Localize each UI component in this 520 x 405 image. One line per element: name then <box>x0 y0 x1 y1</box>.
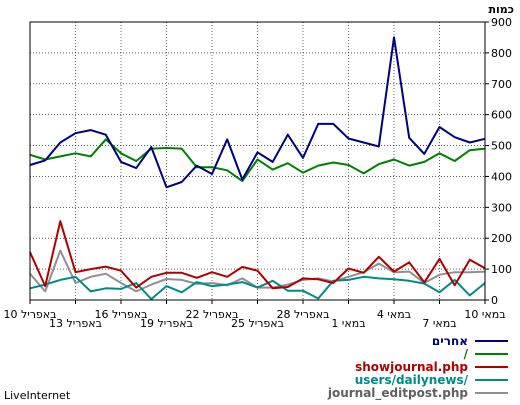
legend-label: אחרים <box>432 334 468 348</box>
y-tick-label: 800 <box>491 47 512 60</box>
series-lines <box>29 36 486 301</box>
legend-label: users/dailynews/ <box>355 373 469 387</box>
y-tick-label: 700 <box>491 78 512 91</box>
legend-label: showjournal.php <box>355 360 468 374</box>
brand-label: LiveInternet <box>4 389 71 402</box>
grid <box>30 22 485 300</box>
x-tick-label: 22 באפריל <box>185 308 238 321</box>
x-tick-label: 19 באפריל <box>140 317 193 330</box>
x-tick-label: 13 באפריל <box>49 317 102 330</box>
y-tick-label: 200 <box>491 232 512 245</box>
x-tick-label: 10 במאי <box>464 308 505 321</box>
legend-label: journal_editpost.php <box>327 386 469 401</box>
y-tick-label: 300 <box>491 201 512 214</box>
axes <box>29 21 489 304</box>
x-tick-label: 28 באפריל <box>276 308 329 321</box>
legend: אחרים/showjournal.phpusers/dailynews/jou… <box>327 334 508 401</box>
series-line <box>29 220 486 290</box>
y-tick-label: 0 <box>491 294 498 307</box>
x-tick-label: 10 באפריל <box>3 308 56 321</box>
x-tick-label: 25 באפריל <box>231 317 284 330</box>
x-tick-label: 4 במאי <box>377 308 411 321</box>
y-tick-label: 500 <box>491 140 512 153</box>
y-tick-label: 400 <box>491 170 512 183</box>
series-line <box>29 275 486 301</box>
y-tick-labels: 0 100 200 300 400 500 600 700 800 900 <box>491 16 512 307</box>
series-line <box>29 138 486 183</box>
y-tick-label: 600 <box>491 109 512 122</box>
series-line <box>29 36 486 189</box>
x-tick-label: 16 באפריל <box>94 308 147 321</box>
legend-label: / <box>464 347 469 361</box>
x-tick-label: 7 במאי <box>422 317 456 330</box>
y-unit-label: כמות <box>489 3 514 16</box>
y-tick-label: 900 <box>491 16 512 29</box>
x-tick-label: 1 במאי <box>331 317 365 330</box>
y-tick-label: 100 <box>491 263 512 276</box>
